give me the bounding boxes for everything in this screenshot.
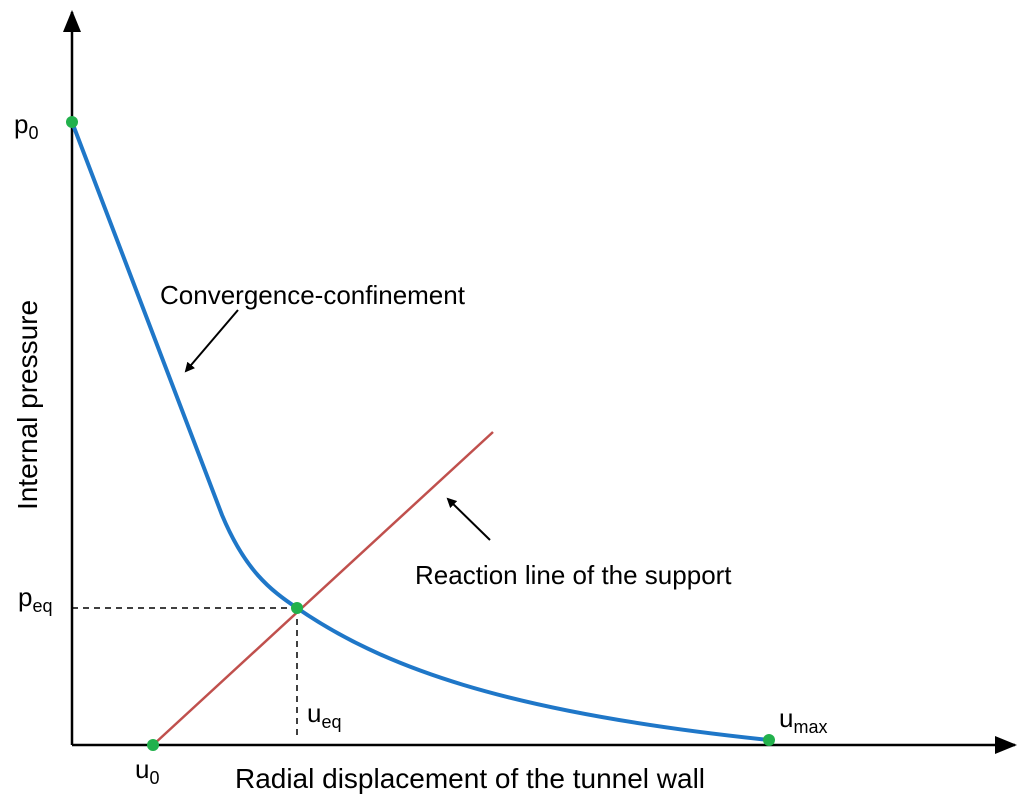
point-label: u0: [135, 754, 159, 788]
point-label: umax: [779, 703, 827, 737]
point: [291, 602, 303, 614]
point: [147, 739, 159, 751]
label-base: u: [307, 698, 321, 728]
support-label: Reaction line of the support: [415, 560, 732, 590]
label-base: p: [14, 109, 28, 139]
point-label: peq: [18, 582, 53, 616]
label-base: p: [18, 582, 32, 612]
label-sub: eq: [32, 596, 52, 616]
curve-label: Convergence-confinement: [160, 280, 466, 310]
point: [763, 734, 775, 746]
x-axis-label: Radial displacement of the tunnel wall: [235, 763, 705, 794]
label-sub: eq: [321, 712, 341, 732]
point-label: p0: [14, 109, 38, 143]
convergence-curve: [70, 121, 770, 742]
support-line: [152, 431, 494, 746]
label-base: u: [779, 703, 793, 733]
point-label: ueq: [307, 698, 342, 732]
label-sub: 0: [149, 768, 159, 788]
label-sub: max: [793, 717, 827, 737]
label-sub: 0: [28, 123, 38, 143]
y-axis-label: Internal pressure: [12, 300, 43, 510]
point: [66, 116, 78, 128]
arrow: [184, 309, 239, 373]
label-base: u: [135, 754, 149, 784]
arrow: [446, 497, 491, 541]
